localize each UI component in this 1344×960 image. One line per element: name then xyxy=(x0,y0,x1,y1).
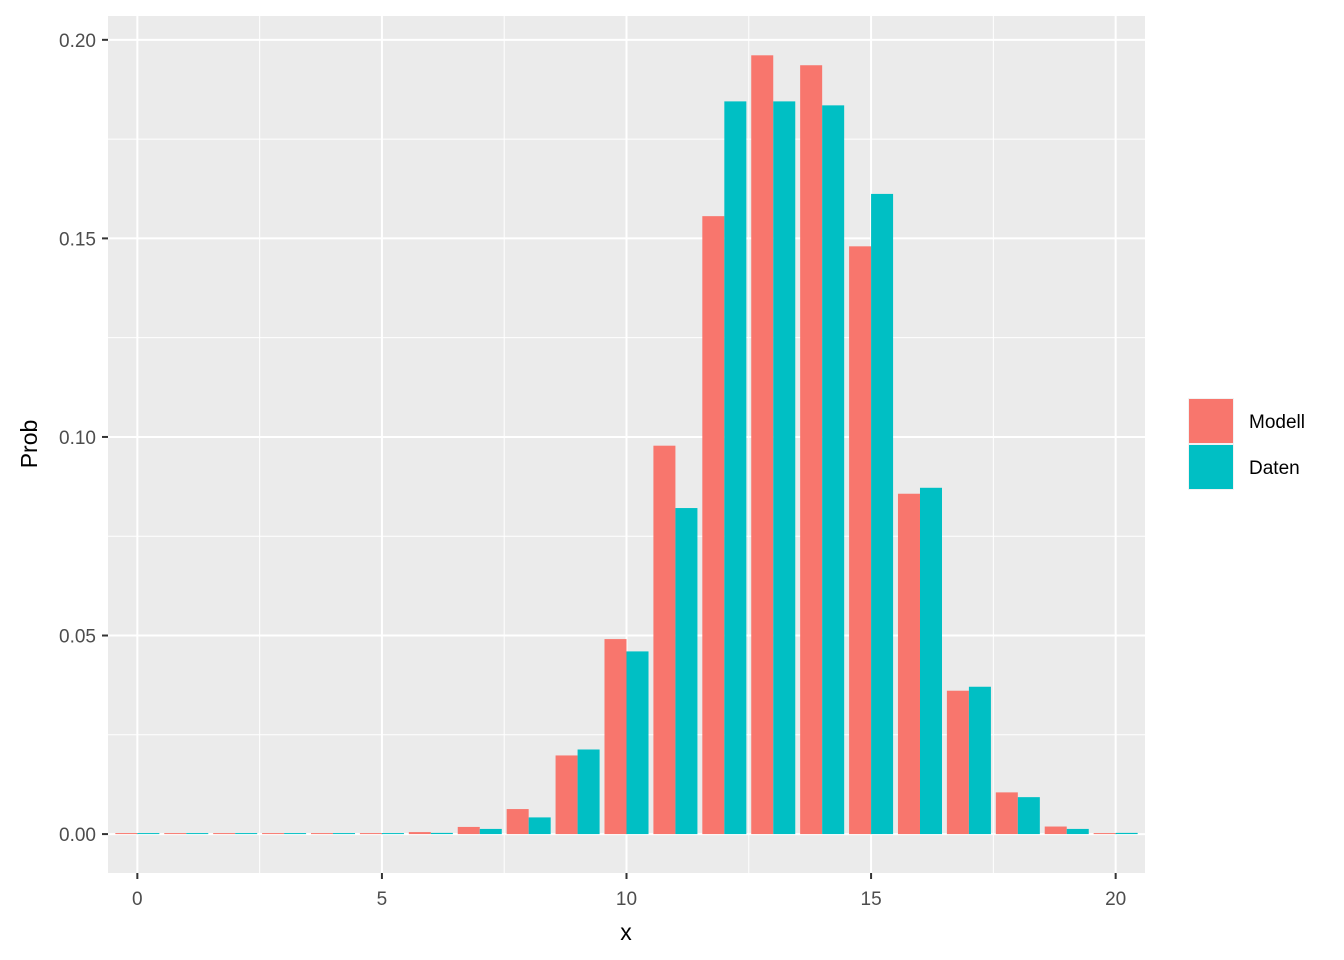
bar-daten-7 xyxy=(479,828,502,835)
bar-daten-0 xyxy=(137,833,160,835)
bar-modell-10 xyxy=(604,639,627,835)
bar-modell-15 xyxy=(849,246,872,835)
bar-daten-17 xyxy=(968,686,991,835)
x-tick-label: 15 xyxy=(861,889,882,910)
bar-modell-0 xyxy=(115,833,138,835)
x-tick-label: 20 xyxy=(1105,889,1126,910)
bar-modell-11 xyxy=(653,445,676,835)
bar-daten-10 xyxy=(626,651,649,835)
legend-key-daten xyxy=(1189,445,1233,489)
bar-daten-20 xyxy=(1115,832,1138,835)
bar-daten-14 xyxy=(822,105,845,835)
bar-daten-3 xyxy=(284,833,307,835)
bar-daten-5 xyxy=(381,833,404,835)
x-tick-label: 0 xyxy=(132,889,143,910)
bar-modell-14 xyxy=(800,65,823,835)
y-tick-label: 0.00 xyxy=(59,825,96,846)
bar-daten-11 xyxy=(675,508,698,835)
bar-modell-8 xyxy=(506,809,529,835)
bar-modell-3 xyxy=(262,833,285,835)
bar-modell-13 xyxy=(751,55,774,835)
x-axis: 0 5 10 15 20 xyxy=(132,873,1126,910)
bar-daten-4 xyxy=(333,833,356,835)
y-axis-title: Prob xyxy=(16,420,42,469)
bar-daten-15 xyxy=(871,193,894,835)
bar-modell-20 xyxy=(1093,833,1116,835)
bar-daten-2 xyxy=(235,833,258,835)
y-tick-label: 0.15 xyxy=(59,229,96,250)
bar-modell-1 xyxy=(164,833,187,835)
x-axis-title: x xyxy=(620,919,632,945)
x-tick-label: 10 xyxy=(616,889,637,910)
bar-modell-6 xyxy=(408,832,431,835)
bar-daten-13 xyxy=(773,101,796,835)
legend-label-modell: Modell xyxy=(1249,412,1305,433)
bars xyxy=(115,55,1138,835)
bar-daten-8 xyxy=(528,817,551,835)
legend: Modell Daten xyxy=(1188,398,1305,490)
bar-daten-9 xyxy=(577,749,600,835)
bar-modell-5 xyxy=(359,833,382,835)
bar-modell-16 xyxy=(897,493,920,835)
y-tick-label: 0.05 xyxy=(59,627,96,648)
bar-daten-12 xyxy=(724,101,747,835)
bar-daten-18 xyxy=(1017,797,1040,835)
bar-modell-19 xyxy=(1044,826,1067,835)
bar-modell-7 xyxy=(457,826,480,835)
bar-modell-2 xyxy=(213,833,236,835)
bar-modell-4 xyxy=(310,833,334,835)
y-axis: 0.00 0.05 0.10 0.15 0.20 xyxy=(59,31,108,846)
legend-label-daten: Daten xyxy=(1249,458,1300,479)
bar-modell-18 xyxy=(995,792,1018,835)
bar-modell-17 xyxy=(946,690,969,835)
y-tick-label: 0.20 xyxy=(59,31,96,52)
bar-modell-9 xyxy=(555,755,578,835)
bar-daten-1 xyxy=(186,833,209,835)
y-tick-label: 0.10 xyxy=(59,428,96,449)
bar-daten-19 xyxy=(1066,828,1089,835)
bar-daten-6 xyxy=(430,832,453,835)
x-tick-label: 5 xyxy=(377,889,388,910)
bar-daten-16 xyxy=(919,487,943,835)
bar-modell-12 xyxy=(702,216,725,835)
legend-key-modell xyxy=(1189,399,1233,443)
